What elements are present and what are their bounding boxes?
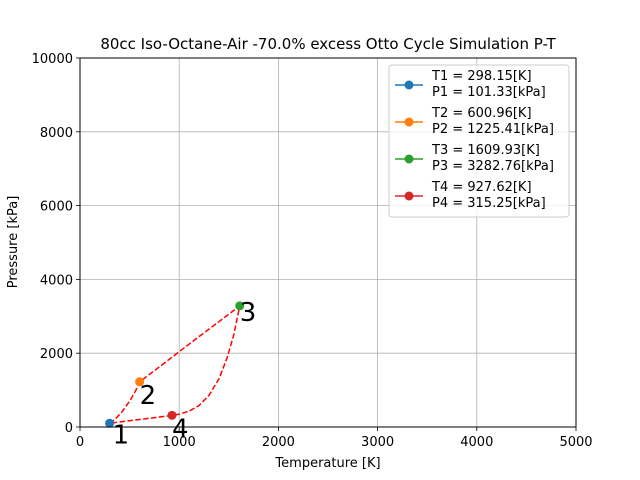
state-points: 12 3 4 <box>105 298 256 450</box>
legend-swatch-marker <box>404 80 414 90</box>
legend-entry-text: P4 = 315.25[kPa] <box>432 196 546 211</box>
legend-entry-text: T3 = 1609.93[K] <box>431 143 540 158</box>
y-tick-label: 4000 <box>40 273 73 288</box>
state-1-label: 1 <box>113 420 130 450</box>
x-tick-label: 4000 <box>460 435 493 450</box>
y-tick-label: 8000 <box>40 126 73 141</box>
plot-frame <box>79 57 577 428</box>
state-4-point <box>167 410 177 420</box>
axis-ticks: 0 1000 2000 3000 4000 5000 0 2000 4000 6000 8000 10… <box>32 52 593 450</box>
state-2-point <box>135 377 145 387</box>
y-tick-label: 2000 <box>40 347 73 362</box>
state-3-label: 3 <box>240 298 257 328</box>
y-tick-label: 10000 <box>32 52 73 67</box>
legend-entry-text: P1 = 101.33[kPa] <box>432 85 546 100</box>
state-2-label: 2 <box>140 381 157 411</box>
legend-swatch-marker <box>404 191 414 201</box>
state-1-point <box>105 418 115 428</box>
chart-title: 80cc Iso-Octane-Air -70.0% excess Otto C… <box>100 35 556 53</box>
legend-swatch-marker <box>404 154 414 164</box>
legend-entry-text: P3 = 3282.76[kPa] <box>432 159 554 174</box>
x-tick-label: 2000 <box>262 435 295 450</box>
state-3-point <box>235 301 245 311</box>
cycle-curve <box>109 305 241 425</box>
legend-swatch-marker <box>404 117 414 127</box>
y-axis-title: Pressure [kPa] <box>6 196 21 289</box>
legend-entry-text: T1 = 298.15[K] <box>431 69 532 84</box>
state-4-label: 4 <box>172 414 189 444</box>
x-tick-label: 0 <box>76 435 84 450</box>
legend-entry-text: P2 = 1225.41[kPa] <box>432 122 554 137</box>
cycle-curve-layer <box>109 305 241 425</box>
legend-entry-text: T4 = 927.62[K] <box>431 180 532 195</box>
legend-entry-text: T2 = 600.96[K] <box>431 106 532 121</box>
legend: T1 = 298.15[K]P1 = 101.33[kPa] T2 = 600.9… <box>388 64 570 218</box>
x-axis-title: Temperature [K] <box>274 456 380 471</box>
x-tick-label: 1000 <box>163 435 196 450</box>
y-tick-label: 0 <box>65 421 73 436</box>
x-tick-label: 5000 <box>559 435 592 450</box>
legend-box <box>388 64 570 218</box>
x-tick-label: 3000 <box>361 435 394 450</box>
y-tick-label: 6000 <box>40 200 73 215</box>
